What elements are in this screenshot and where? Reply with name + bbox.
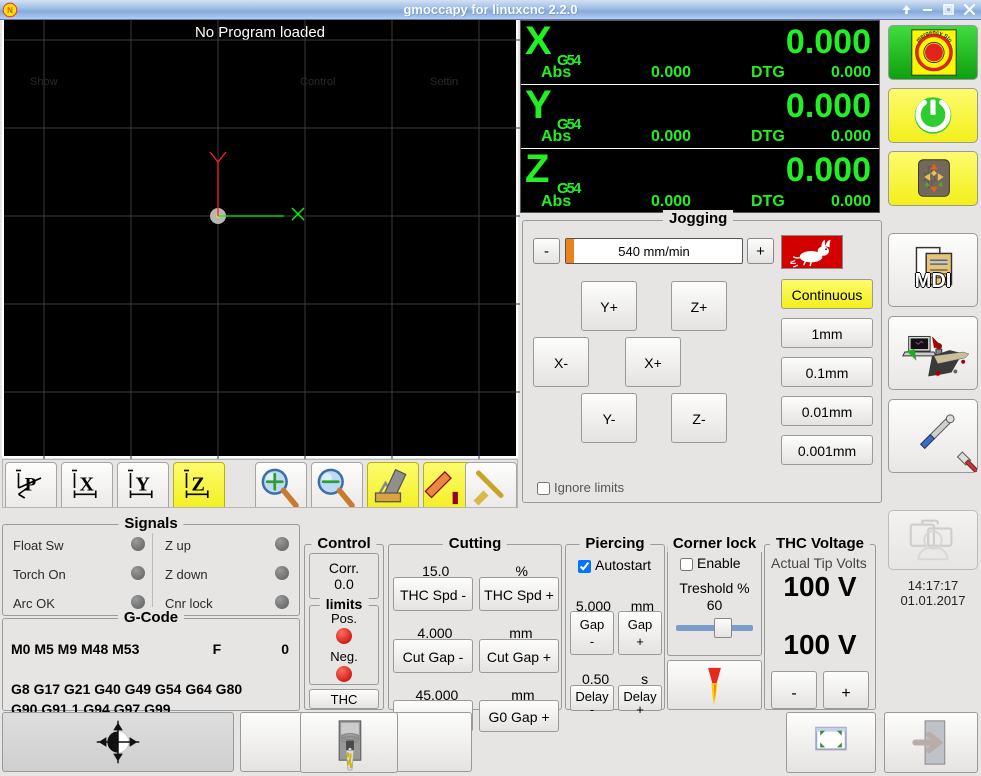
svg-text:X: X	[80, 474, 95, 496]
svg-text:P: P	[25, 475, 36, 496]
svg-text:Z: Z	[192, 474, 205, 496]
svg-text:N: N	[7, 6, 13, 15]
svg-text:Y: Y	[136, 474, 151, 496]
